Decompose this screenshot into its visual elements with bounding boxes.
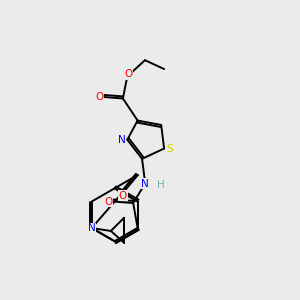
Text: N: N bbox=[118, 135, 126, 145]
Text: N: N bbox=[88, 223, 96, 233]
Text: O: O bbox=[119, 190, 127, 201]
Text: H: H bbox=[157, 180, 165, 190]
Text: N: N bbox=[141, 179, 149, 189]
Text: O: O bbox=[125, 69, 133, 79]
Text: O: O bbox=[95, 92, 103, 102]
Text: S: S bbox=[166, 143, 173, 154]
Text: O: O bbox=[104, 196, 112, 206]
